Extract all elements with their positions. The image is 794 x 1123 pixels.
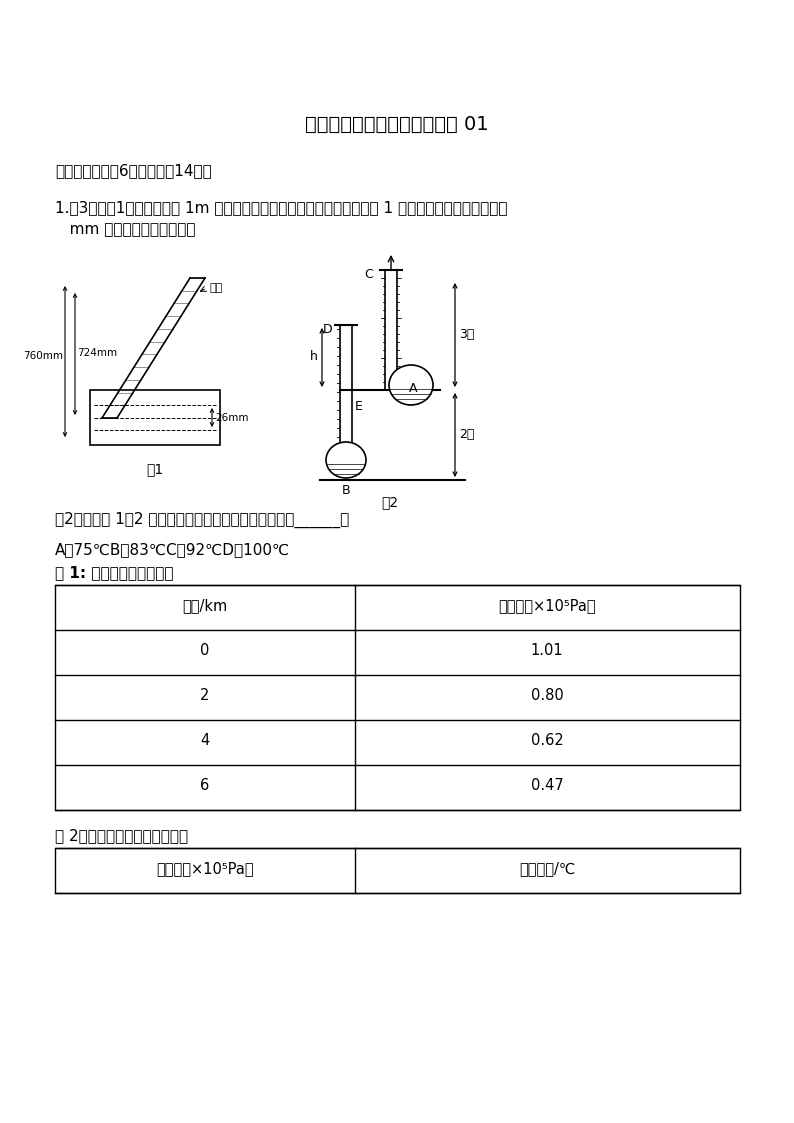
- Text: 760mm: 760mm: [23, 351, 63, 360]
- Text: 1.（3分）（1）在某地利用 1m 长的玻璃管测量大气压值，实验装置如图 1 所示。当地的大气压强等于: 1.（3分）（1）在某地利用 1m 长的玻璃管测量大气压值，实验装置如图 1 所…: [55, 200, 507, 214]
- Bar: [90, 390, 220, 445]
- Text: 0: 0: [200, 643, 210, 658]
- Text: 图1: 图1: [146, 462, 164, 476]
- Text: B: B: [341, 484, 350, 497]
- Text: 海拔/km: 海拔/km: [183, 599, 228, 613]
- Text: 4: 4: [200, 733, 210, 748]
- Text: 水的沸点/℃: 水的沸点/℃: [518, 861, 575, 876]
- Text: 6: 6: [200, 778, 210, 793]
- Text: 八年级物理下学期期中测试卷 01: 八年级物理下学期期中测试卷 01: [305, 115, 489, 134]
- Text: 一．填空题（共6小题，满分14分）: 一．填空题（共6小题，满分14分）: [55, 163, 212, 179]
- Text: A: A: [409, 382, 418, 395]
- Text: 0.47: 0.47: [530, 778, 564, 793]
- Text: 大气压（×10⁵Pa）: 大气压（×10⁵Pa）: [156, 861, 254, 876]
- Text: mm 高水银柱产生的压强。: mm 高水银柱产生的压强。: [55, 222, 195, 237]
- Text: D: D: [322, 323, 332, 336]
- Text: 0.62: 0.62: [530, 733, 564, 748]
- Text: 2米: 2米: [459, 429, 474, 441]
- Text: 724mm: 724mm: [77, 348, 118, 358]
- Text: 26mm: 26mm: [215, 413, 249, 423]
- Text: 真空: 真空: [209, 283, 222, 293]
- Text: h: h: [310, 350, 318, 364]
- Text: 3米: 3米: [459, 329, 474, 341]
- Ellipse shape: [389, 365, 433, 405]
- Text: 表 2：大气压与水的沸点的关系: 表 2：大气压与水的沸点的关系: [55, 828, 188, 843]
- Bar: [55, 848, 740, 893]
- Ellipse shape: [326, 442, 366, 478]
- Text: A．75℃B．83℃C．92℃D．100℃: A．75℃B．83℃C．92℃D．100℃: [55, 542, 290, 557]
- Text: 图2: 图2: [381, 495, 399, 509]
- Text: C: C: [364, 268, 373, 281]
- Text: E: E: [355, 400, 363, 413]
- Text: 大气压（×10⁵Pa）: 大气压（×10⁵Pa）: [498, 599, 596, 613]
- Text: 表 1: 海拔与大气压的关系: 表 1: 海拔与大气压的关系: [55, 565, 174, 579]
- Text: 0.80: 0.80: [530, 688, 564, 703]
- Bar: [55, 585, 740, 810]
- Text: 1.01: 1.01: [530, 643, 563, 658]
- Text: 2: 2: [200, 688, 210, 703]
- Text: （2）通过表 1、2 推断海拔五千多米处水的沸点可能是______。: （2）通过表 1、2 推断海拔五千多米处水的沸点可能是______。: [55, 512, 349, 528]
